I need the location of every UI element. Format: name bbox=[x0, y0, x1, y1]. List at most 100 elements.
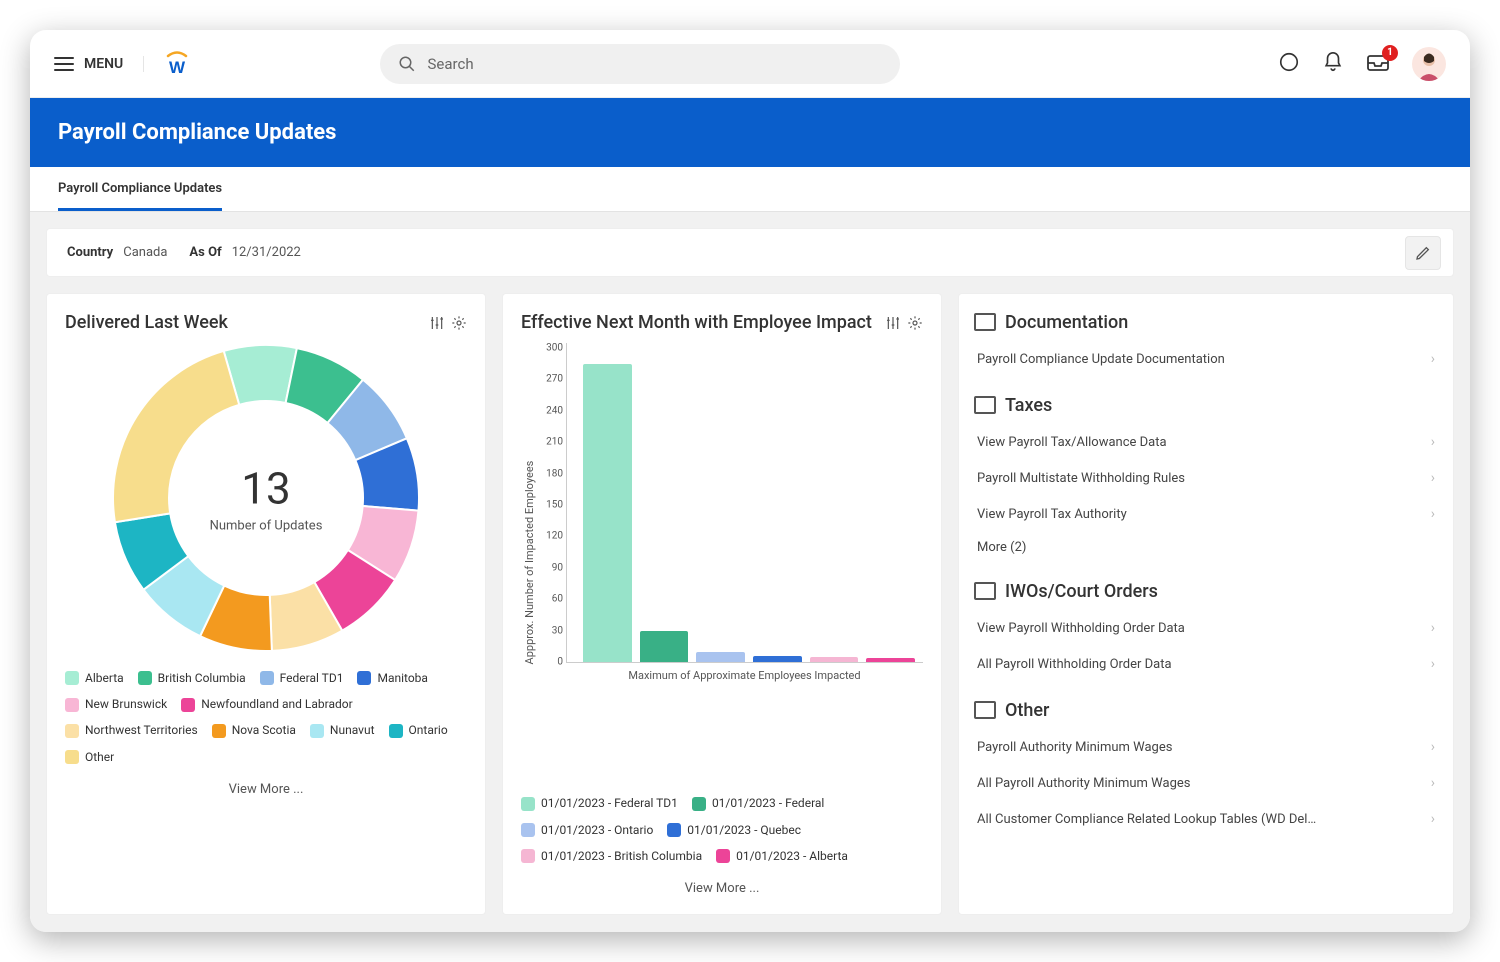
bar[interactable] bbox=[583, 364, 632, 662]
link-row[interactable]: View Payroll Tax/Allowance Data› bbox=[977, 424, 1435, 460]
legend-label: Nova Scotia bbox=[232, 719, 296, 742]
tab-payroll-compliance[interactable]: Payroll Compliance Updates bbox=[58, 167, 222, 211]
legend-item[interactable]: 01/01/2023 - Alberta bbox=[716, 845, 848, 868]
donut-view-more[interactable]: View More ... bbox=[229, 782, 304, 797]
card-bar-title: Effective Next Month with Employee Impac… bbox=[521, 312, 872, 333]
bar[interactable] bbox=[866, 658, 915, 662]
link-row[interactable]: View Payroll Withholding Order Data› bbox=[977, 610, 1435, 646]
link-label: All Payroll Authority Minimum Wages bbox=[977, 776, 1190, 791]
search-placeholder: Search bbox=[428, 55, 474, 73]
link-label: Payroll Compliance Update Documentation bbox=[977, 352, 1225, 367]
legend-item[interactable]: 01/01/2023 - Federal bbox=[692, 792, 824, 815]
donut-center-label: Number of Updates bbox=[210, 519, 323, 534]
bar-view-more[interactable]: View More ... bbox=[521, 881, 923, 896]
legend-item[interactable]: 01/01/2023 - British Columbia bbox=[521, 845, 702, 868]
bar[interactable] bbox=[810, 657, 859, 662]
gear-icon[interactable] bbox=[907, 315, 923, 331]
legend-item[interactable]: Alberta bbox=[65, 667, 124, 690]
inbox-badge: 1 bbox=[1382, 45, 1398, 61]
legend-label: 01/01/2023 - Alberta bbox=[736, 845, 848, 868]
link-label: View Payroll Withholding Order Data bbox=[977, 621, 1185, 636]
legend-item[interactable]: Newfoundland and Labrador bbox=[181, 693, 352, 716]
legend-swatch bbox=[521, 823, 535, 837]
search-icon bbox=[398, 55, 416, 73]
legend-item[interactable]: 01/01/2023 - Federal TD1 bbox=[521, 792, 678, 815]
link-row[interactable]: All Payroll Withholding Order Data › bbox=[977, 646, 1435, 682]
legend-item[interactable]: Other bbox=[65, 746, 114, 769]
link-label: View Payroll Tax/Allowance Data bbox=[977, 435, 1167, 450]
link-label: Payroll Authority Minimum Wages bbox=[977, 740, 1172, 755]
bar[interactable] bbox=[696, 652, 745, 662]
legend-item[interactable]: New Brunswick bbox=[65, 693, 167, 716]
bar-legend: 01/01/2023 - Federal TD1 01/01/2023 - Fed… bbox=[521, 792, 923, 871]
legend-item[interactable]: 01/01/2023 - Quebec bbox=[667, 819, 801, 842]
group-title-label: Taxes bbox=[1005, 395, 1052, 416]
sliders-icon[interactable] bbox=[429, 315, 445, 331]
legend-label: Manitoba bbox=[377, 667, 427, 690]
avatar[interactable] bbox=[1412, 47, 1446, 81]
y-tick: 120 bbox=[533, 531, 563, 542]
legend-label: Alberta bbox=[85, 667, 124, 690]
legend-label: Federal TD1 bbox=[280, 667, 344, 690]
legend-item[interactable]: Nova Scotia bbox=[212, 719, 296, 742]
pencil-icon bbox=[1415, 245, 1431, 261]
card-delivered-last-week: Delivered Last Week 13 bbox=[46, 293, 486, 915]
link-row[interactable]: All Customer Compliance Related Lookup T… bbox=[977, 801, 1435, 837]
bar[interactable] bbox=[753, 656, 802, 662]
copies-icon bbox=[977, 585, 995, 599]
y-tick: 90 bbox=[533, 562, 563, 573]
link-label: All Customer Compliance Related Lookup T… bbox=[977, 812, 1317, 827]
menu-label: MENU bbox=[84, 56, 123, 72]
inbox-icon[interactable]: 1 bbox=[1366, 51, 1390, 77]
link-row[interactable]: Payroll Authority Minimum Wages › bbox=[977, 729, 1435, 765]
group-title-label: Documentation bbox=[1005, 312, 1128, 333]
edit-filter-button[interactable] bbox=[1405, 236, 1441, 270]
legend-swatch bbox=[389, 724, 403, 738]
y-tick: 60 bbox=[533, 594, 563, 605]
card-effective-next-month: Effective Next Month with Employee Impac… bbox=[502, 293, 942, 915]
link-row[interactable]: Payroll Multistate Withholding Rules› bbox=[977, 460, 1435, 496]
chevron-right-icon: › bbox=[1431, 739, 1435, 755]
link-row[interactable]: View Payroll Tax Authority› bbox=[977, 496, 1435, 532]
legend-label: 01/01/2023 - Federal TD1 bbox=[541, 792, 678, 815]
legend-swatch bbox=[667, 823, 681, 837]
search-input[interactable]: Search bbox=[380, 44, 900, 84]
legend-item[interactable]: Nunavut bbox=[310, 719, 375, 742]
y-tick: 30 bbox=[533, 625, 563, 636]
page-banner: Payroll Compliance Updates bbox=[30, 98, 1470, 167]
more-link[interactable]: More (2) bbox=[977, 532, 1435, 563]
gear-icon[interactable] bbox=[451, 315, 467, 331]
legend-item[interactable]: Ontario bbox=[389, 719, 448, 742]
sliders-icon[interactable] bbox=[885, 315, 901, 331]
group-title: Documentation bbox=[977, 312, 1435, 333]
link-row[interactable]: All Payroll Authority Minimum Wages› bbox=[977, 765, 1435, 801]
group-title-label: Other bbox=[1005, 700, 1049, 721]
chat-icon[interactable] bbox=[1278, 51, 1300, 77]
legend-item[interactable]: Manitoba bbox=[357, 667, 427, 690]
bell-icon[interactable] bbox=[1322, 51, 1344, 77]
group-title-label: IWOs/Court Orders bbox=[1005, 581, 1158, 602]
y-tick: 150 bbox=[533, 500, 563, 511]
bar[interactable] bbox=[640, 631, 689, 662]
header-actions: 1 bbox=[1278, 47, 1446, 81]
legend-label: 01/01/2023 - Federal bbox=[712, 792, 824, 815]
legend-item[interactable]: Northwest Territories bbox=[65, 719, 198, 742]
app-window: MENU W Search bbox=[30, 30, 1470, 932]
link-group: Documentation Payroll Compliance Update D… bbox=[977, 312, 1435, 377]
link-row[interactable]: Payroll Compliance Update Documentation› bbox=[977, 341, 1435, 377]
donut-legend: Alberta British Columbia Federal TD1 Manito… bbox=[65, 667, 467, 772]
copies-icon bbox=[977, 316, 995, 330]
legend-item[interactable]: 01/01/2023 - Ontario bbox=[521, 819, 653, 842]
logo-icon[interactable]: W bbox=[164, 51, 190, 77]
legend-item[interactable]: Federal TD1 bbox=[260, 667, 344, 690]
link-label: All Payroll Withholding Order Data bbox=[977, 657, 1172, 672]
bar-x-axis-label: Maximum of Approximate Employees Impacte… bbox=[566, 669, 923, 682]
legend-item[interactable]: British Columbia bbox=[138, 667, 246, 690]
chevron-right-icon: › bbox=[1431, 656, 1435, 672]
hamburger-icon bbox=[54, 57, 74, 71]
group-title: Taxes bbox=[977, 395, 1435, 416]
y-tick: 270 bbox=[533, 374, 563, 385]
legend-label: Northwest Territories bbox=[85, 719, 198, 742]
menu-button[interactable]: MENU bbox=[54, 56, 144, 72]
y-tick: 300 bbox=[533, 343, 563, 354]
